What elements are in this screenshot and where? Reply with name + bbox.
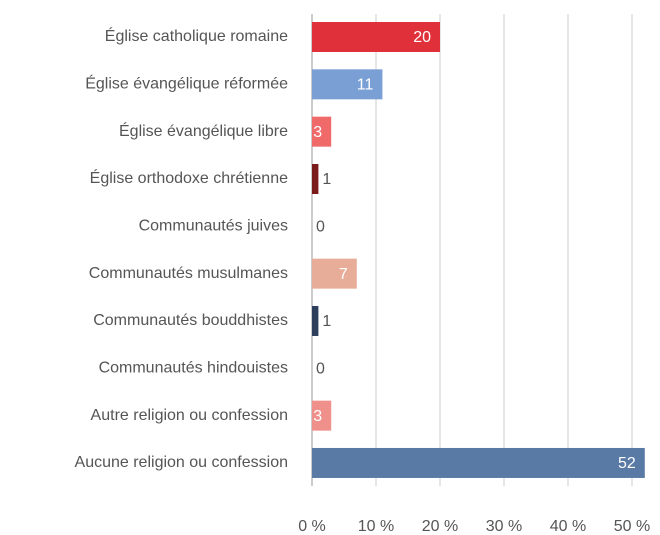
x-tick-label: 50 %: [614, 518, 650, 535]
y-tick-label: Église orthodoxe chrétienne: [90, 168, 288, 187]
value-label: 52: [618, 455, 636, 472]
value-label: 0: [316, 219, 325, 236]
x-tick-label: 0 %: [298, 518, 326, 535]
bar: [312, 305, 319, 336]
y-tick-label: Église évangélique libre: [119, 121, 288, 140]
x-tick-label: 40 %: [550, 518, 586, 535]
value-label: 11: [357, 77, 374, 94]
bar: [312, 400, 332, 431]
bar: [312, 22, 440, 52]
y-tick-label: Communautés hindouistes: [99, 360, 288, 377]
y-tick-label: Communautés juives: [139, 218, 288, 235]
value-label: 3: [313, 124, 322, 141]
y-tick-label: Église catholique romaine: [105, 26, 288, 45]
bar: [312, 163, 319, 194]
y-tick-label: Église évangélique réformée: [85, 74, 288, 93]
y-tick-label: Autre religion ou confession: [91, 407, 288, 424]
bar: [312, 447, 645, 478]
bar: [312, 69, 383, 100]
x-tick-label: 10 %: [358, 518, 394, 535]
value-label: 1: [322, 313, 331, 330]
value-label: 1: [322, 171, 331, 188]
y-tick-label: Communautés musulmanes: [89, 265, 288, 282]
bar: [312, 116, 332, 147]
value-label: 0: [316, 361, 325, 378]
x-tick-label: 20 %: [422, 518, 458, 535]
x-tick-label: 30 %: [486, 518, 522, 535]
bar: [312, 258, 357, 289]
value-label: 7: [339, 266, 348, 283]
value-label: 20: [413, 29, 431, 46]
value-label: 3: [313, 408, 322, 425]
y-tick-label: Aucune religion ou confession: [75, 454, 288, 471]
y-tick-label: Communautés bouddhistes: [93, 312, 288, 329]
